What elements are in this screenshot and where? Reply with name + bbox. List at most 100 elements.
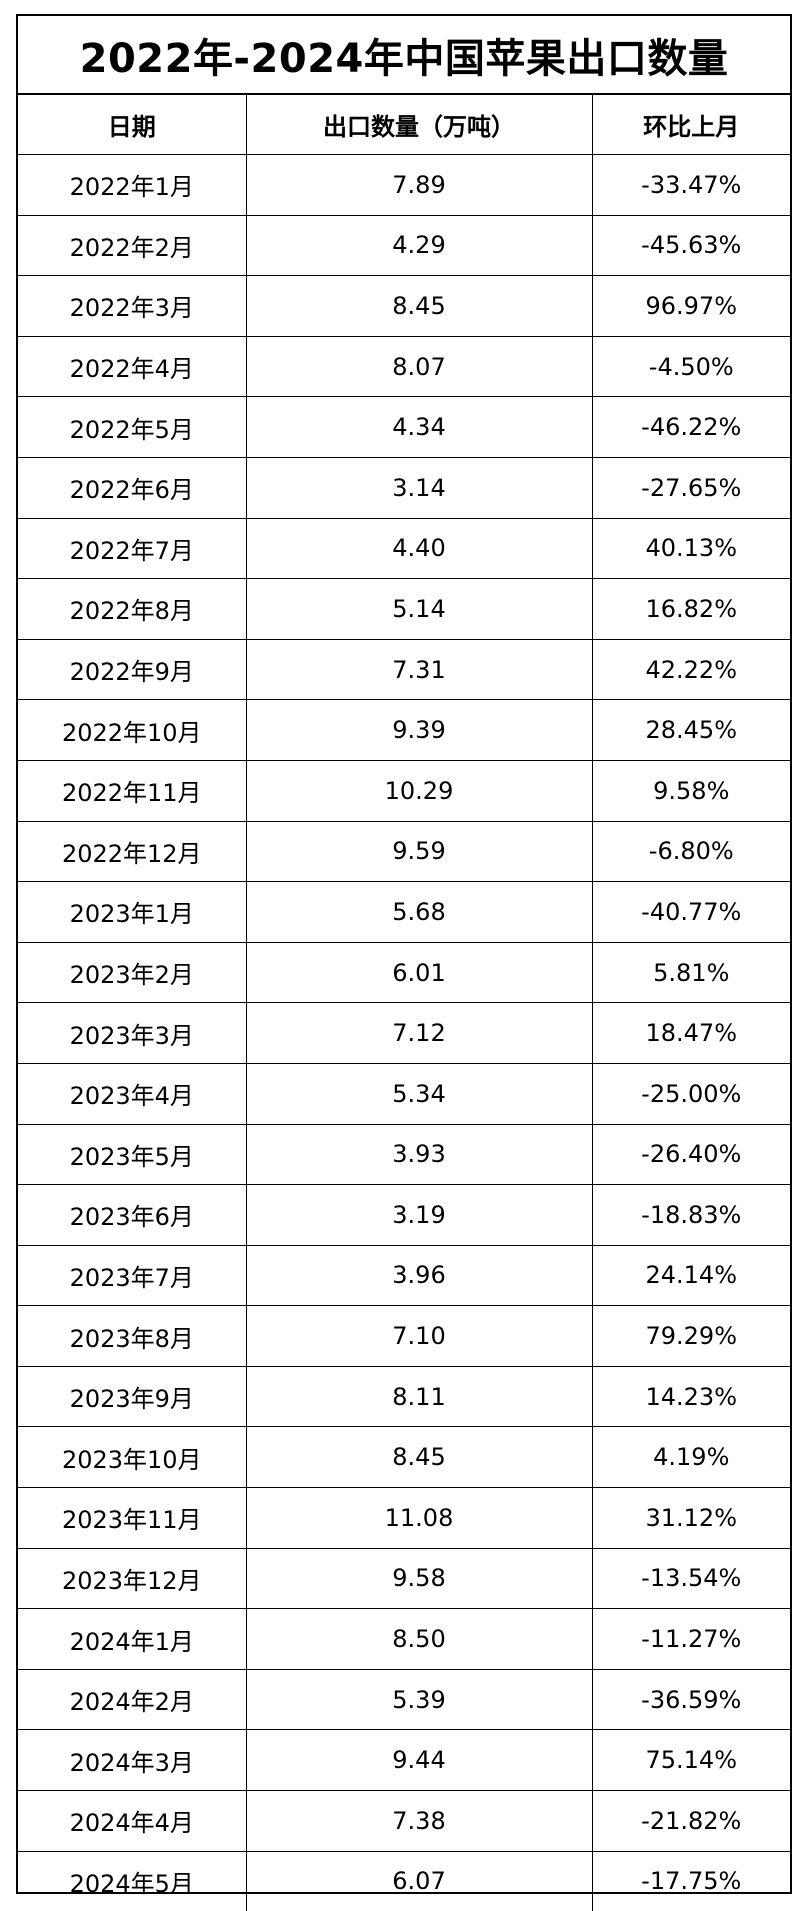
- cell-mom: 5.81%: [592, 942, 790, 1003]
- cell-mom: -46.22%: [592, 397, 790, 458]
- cell-mom: -6.80%: [592, 821, 790, 882]
- table-title: 2022年-2024年中国苹果出口数量: [80, 26, 729, 84]
- cell-date: 2022年1月: [18, 155, 246, 216]
- header-mom: 环比上月: [592, 95, 790, 155]
- cell-mom: -11.27%: [592, 1609, 790, 1670]
- cell-volume: 3.14: [246, 457, 592, 518]
- cell-mom: -45.63%: [592, 215, 790, 276]
- cell-mom: 18.47%: [592, 1003, 790, 1064]
- cell-volume: 5.68: [246, 882, 592, 943]
- cell-date: 2022年5月: [18, 397, 246, 458]
- cell-date: 2023年11月: [18, 1488, 246, 1549]
- cell-date: 2023年7月: [18, 1245, 246, 1306]
- cell-mom: 79.29%: [592, 1306, 790, 1367]
- cell-mom: 14.23%: [592, 1366, 790, 1427]
- cell-mom: -36.59%: [592, 1669, 790, 1730]
- cell-volume: 7.10: [246, 1306, 592, 1367]
- cell-date: 2023年4月: [18, 1063, 246, 1124]
- cell-date: 2022年7月: [18, 518, 246, 579]
- cell-date: 2023年10月: [18, 1427, 246, 1488]
- cell-date: 2024年3月: [18, 1730, 246, 1791]
- title-bar: 2022年-2024年中国苹果出口数量: [18, 16, 790, 95]
- cell-mom: 31.12%: [592, 1488, 790, 1549]
- export-table-sheet: 2022年-2024年中国苹果出口数量 日期 出口数量（万吨） 环比上月 202…: [16, 14, 792, 1894]
- cell-mom: -40.77%: [592, 882, 790, 943]
- cell-volume: 8.11: [246, 1366, 592, 1427]
- header-date: 日期: [18, 95, 246, 155]
- cell-volume: 7.12: [246, 1003, 592, 1064]
- cell-mom: 28.45%: [592, 700, 790, 761]
- cell-volume: 4.34: [246, 397, 592, 458]
- cell-mom: 4.19%: [592, 1427, 790, 1488]
- cell-volume: 9.58: [246, 1548, 592, 1609]
- cell-mom: -21.82%: [592, 1791, 790, 1852]
- cell-date: 2023年1月: [18, 882, 246, 943]
- cell-volume: 3.96: [246, 1245, 592, 1306]
- cell-mom: -13.54%: [592, 1548, 790, 1609]
- cell-date: 2022年12月: [18, 821, 246, 882]
- cell-volume: 9.59: [246, 821, 592, 882]
- cell-volume: 9.39: [246, 700, 592, 761]
- cell-date: 2024年2月: [18, 1669, 246, 1730]
- cell-volume: 7.89: [246, 155, 592, 216]
- cell-volume: 10.29: [246, 760, 592, 821]
- cell-date: 2024年5月: [18, 1851, 246, 1911]
- cell-mom: -4.50%: [592, 336, 790, 397]
- cell-mom: -18.83%: [592, 1185, 790, 1246]
- cell-mom: -26.40%: [592, 1124, 790, 1185]
- cell-date: 2023年5月: [18, 1124, 246, 1185]
- cell-volume: 6.01: [246, 942, 592, 1003]
- cell-mom: -25.00%: [592, 1063, 790, 1124]
- cell-date: 2022年6月: [18, 457, 246, 518]
- cell-volume: 8.07: [246, 336, 592, 397]
- cell-mom: 24.14%: [592, 1245, 790, 1306]
- cell-volume: 8.50: [246, 1609, 592, 1670]
- cell-date: 2022年9月: [18, 639, 246, 700]
- cell-volume: 5.34: [246, 1063, 592, 1124]
- cell-volume: 7.38: [246, 1791, 592, 1852]
- cell-mom: 9.58%: [592, 760, 790, 821]
- cell-volume: 3.19: [246, 1185, 592, 1246]
- cell-mom: -17.75%: [592, 1851, 790, 1911]
- cell-mom: 75.14%: [592, 1730, 790, 1791]
- cell-date: 2022年4月: [18, 336, 246, 397]
- cell-mom: 40.13%: [592, 518, 790, 579]
- cell-date: 2023年9月: [18, 1366, 246, 1427]
- cell-volume: 5.39: [246, 1669, 592, 1730]
- cell-volume: 5.14: [246, 579, 592, 640]
- table-header: 日期 出口数量（万吨） 环比上月: [18, 95, 790, 155]
- cell-volume: 3.93: [246, 1124, 592, 1185]
- cell-date: 2022年11月: [18, 760, 246, 821]
- cell-date: 2022年8月: [18, 579, 246, 640]
- cell-mom: 96.97%: [592, 276, 790, 337]
- cell-volume: 4.29: [246, 215, 592, 276]
- cell-date: 2023年2月: [18, 942, 246, 1003]
- cell-mom: 42.22%: [592, 639, 790, 700]
- cell-date: 2024年1月: [18, 1609, 246, 1670]
- cell-date: 2023年3月: [18, 1003, 246, 1064]
